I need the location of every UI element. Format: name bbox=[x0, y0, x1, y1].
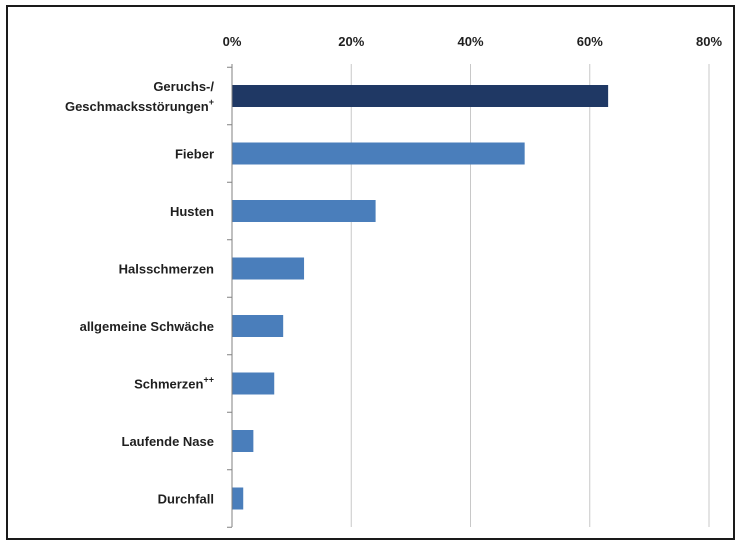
bar bbox=[232, 200, 376, 222]
x-tick-label: 60% bbox=[577, 34, 603, 49]
x-tick-label: 40% bbox=[457, 34, 483, 49]
bar bbox=[232, 85, 609, 107]
bar bbox=[232, 315, 284, 337]
axes bbox=[227, 64, 233, 528]
category-label: allgemeine Schwäche bbox=[80, 319, 214, 334]
category-label: Geschmacksstörungen+ bbox=[65, 97, 214, 114]
bar bbox=[232, 487, 244, 510]
gridlines bbox=[350, 64, 710, 527]
category-labels: Geruchs-/ Geschmacksstörungen+ Fieber Huste… bbox=[65, 79, 214, 507]
x-tick-label: 80% bbox=[696, 34, 722, 49]
category-label-footnote-mark: ++ bbox=[203, 375, 214, 385]
category-label: Laufende Nase bbox=[122, 434, 214, 449]
x-tick-labels: 0% 20% 40% 60% 80% bbox=[223, 34, 723, 49]
bar bbox=[232, 257, 305, 280]
bar bbox=[232, 142, 525, 165]
category-label: Geruchs-/ bbox=[153, 79, 214, 94]
category-label-footnote-mark: + bbox=[209, 97, 214, 107]
x-tick-label: 20% bbox=[338, 34, 364, 49]
x-tick-label: 0% bbox=[223, 34, 242, 49]
category-label: Schmerzen++ bbox=[134, 375, 214, 392]
bar bbox=[232, 372, 275, 395]
bar bbox=[232, 430, 254, 452]
category-label: Husten bbox=[170, 204, 214, 219]
category-label: Fieber bbox=[175, 147, 214, 162]
category-label: Durchfall bbox=[158, 492, 214, 507]
bars bbox=[232, 85, 609, 510]
category-label: Halsschmerzen bbox=[119, 262, 214, 277]
